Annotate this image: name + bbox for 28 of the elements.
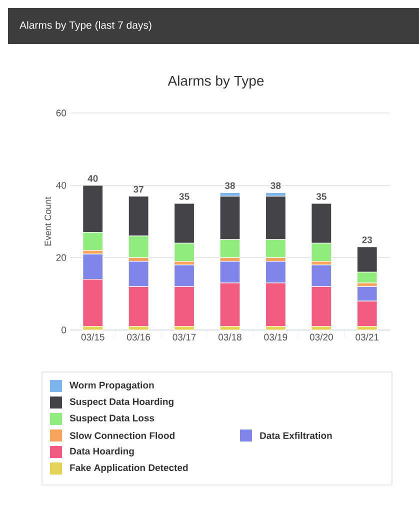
legend-label: Worm Propagation bbox=[70, 382, 154, 390]
total-label: 40 bbox=[88, 175, 98, 182]
total-label: 35 bbox=[316, 193, 326, 200]
chart-subtitle: Alarms by Type bbox=[168, 75, 264, 89]
chart-title: Alarms by Type (last 7 days) bbox=[20, 21, 152, 31]
legend-label: Slow Connection Flood bbox=[70, 432, 174, 439]
y-axis-title: Event Count bbox=[44, 196, 52, 246]
total-label: 38 bbox=[270, 182, 281, 190]
x-tick-label: 03/21 bbox=[356, 334, 379, 341]
x-tick-label: 03/19 bbox=[264, 334, 288, 341]
legend-label: Suspect Data Loss bbox=[70, 414, 154, 424]
x-tick-label: 03/16 bbox=[127, 334, 150, 341]
y-tick-label: 60 bbox=[56, 110, 66, 116]
x-tick-label: 03/18 bbox=[218, 334, 242, 341]
legend-label: Fake Application Detected bbox=[70, 464, 188, 473]
x-tick-label: 03/20 bbox=[310, 334, 333, 341]
y-tick-label: 0 bbox=[62, 326, 66, 334]
total-label: 38 bbox=[224, 182, 235, 190]
y-tick-label: 40 bbox=[56, 182, 66, 189]
y-tick-label: 20 bbox=[56, 254, 66, 262]
total-label: 23 bbox=[362, 236, 372, 244]
x-tick-label: 03/15 bbox=[81, 334, 104, 341]
legend-label: Data Exfiltration bbox=[260, 432, 332, 439]
total-label: 37 bbox=[134, 186, 144, 193]
total-label: 35 bbox=[179, 193, 190, 200]
legend-label: Suspect Data Hoarding bbox=[70, 398, 174, 407]
legend-label: Data Hoarding bbox=[70, 448, 134, 456]
x-tick-label: 03/17 bbox=[172, 334, 196, 341]
